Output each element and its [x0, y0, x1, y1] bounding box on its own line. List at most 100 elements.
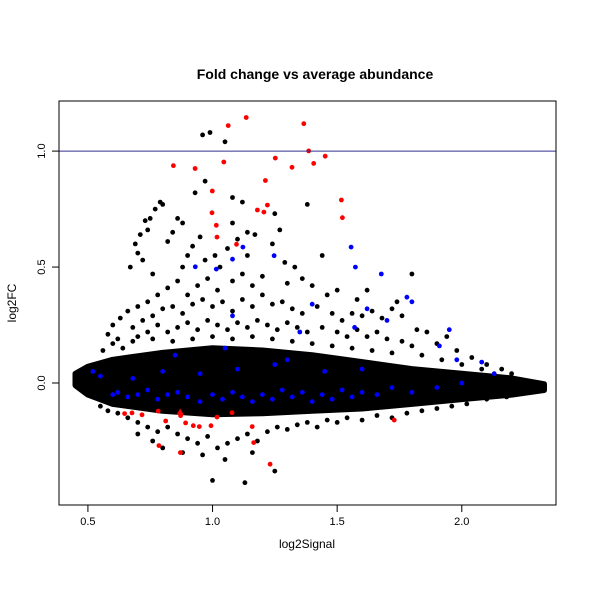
up-point	[491, 371, 497, 377]
background-point	[100, 348, 106, 353]
background-point	[459, 362, 465, 367]
up-point	[384, 318, 390, 323]
background-point	[235, 236, 240, 242]
up-point	[220, 396, 225, 402]
background-point	[434, 406, 440, 411]
background-point	[394, 299, 400, 305]
up-point	[309, 399, 315, 404]
significant-point	[183, 420, 189, 426]
background-point	[299, 311, 305, 316]
background-point	[195, 440, 201, 446]
plot-frame	[58, 100, 557, 506]
significant-point	[156, 443, 162, 448]
background-point	[304, 420, 310, 425]
background-point	[175, 431, 181, 437]
significant-point	[122, 411, 127, 416]
up-point	[230, 256, 235, 262]
significant-point	[129, 410, 135, 416]
up-point	[240, 244, 246, 250]
up-point	[155, 396, 161, 402]
background-point	[252, 232, 258, 238]
background-point	[292, 264, 298, 270]
background-point	[135, 250, 141, 256]
background-point	[130, 338, 136, 344]
background-point	[135, 304, 141, 309]
background-point	[424, 329, 430, 335]
plot-area	[72, 115, 547, 486]
background-point	[205, 318, 211, 323]
background-point	[389, 306, 395, 312]
background-point	[150, 313, 156, 319]
background-point	[324, 417, 330, 423]
background-point	[260, 273, 265, 279]
up-point	[349, 394, 355, 400]
background-point	[270, 301, 275, 307]
background-point	[165, 285, 171, 291]
background-point	[185, 292, 191, 298]
up-point	[389, 385, 395, 390]
background-point	[304, 202, 310, 207]
significant-point	[214, 234, 220, 240]
background-point	[409, 271, 415, 277]
background-point	[399, 313, 405, 319]
significant-point	[340, 215, 345, 221]
background-point	[270, 336, 275, 342]
significant-point	[190, 423, 196, 429]
significant-point	[229, 410, 235, 416]
background-point	[220, 299, 225, 305]
up-point	[309, 301, 315, 307]
x-axis-label: log2Signal	[279, 537, 335, 551]
up-point	[271, 253, 277, 259]
background-point	[409, 343, 415, 349]
significant-point	[289, 164, 295, 170]
significant-point	[243, 115, 249, 120]
background-point	[294, 422, 300, 428]
up-point	[454, 357, 460, 363]
background-point	[195, 327, 201, 333]
up-point	[459, 380, 465, 386]
background-point	[155, 292, 161, 298]
dense-point-band	[72, 345, 547, 418]
background-point	[329, 343, 335, 349]
background-point	[274, 424, 280, 430]
background-point	[235, 436, 240, 442]
up-point	[130, 376, 136, 381]
background-point	[180, 311, 186, 316]
background-point	[110, 322, 116, 328]
background-point	[185, 320, 191, 326]
background-point	[277, 227, 283, 233]
significant-point	[263, 178, 268, 183]
background-point	[205, 434, 211, 439]
background-point	[289, 338, 295, 344]
background-point	[175, 278, 181, 284]
up-point	[222, 345, 228, 351]
up-point	[434, 385, 440, 390]
background-point	[160, 306, 166, 312]
up-point	[213, 266, 219, 272]
up-point	[230, 389, 235, 395]
background-point	[524, 389, 529, 395]
background-point	[125, 415, 131, 421]
significant-point	[192, 166, 198, 171]
background-point	[132, 241, 138, 247]
background-point	[217, 264, 223, 270]
background-point	[354, 297, 360, 302]
significant-point	[249, 424, 255, 429]
background-point	[255, 318, 260, 323]
x-tick-label: 2.0	[454, 516, 469, 528]
background-point	[274, 327, 280, 333]
background-point	[120, 345, 126, 351]
background-point	[160, 202, 166, 207]
significant-point	[265, 202, 270, 208]
background-point	[374, 413, 380, 418]
significant-point	[214, 414, 220, 420]
up-point	[185, 394, 191, 400]
background-point	[180, 220, 186, 226]
background-point	[190, 336, 196, 342]
background-point	[250, 450, 255, 455]
background-point	[175, 216, 181, 221]
significant-point	[209, 210, 215, 216]
significant-point	[272, 155, 278, 161]
background-point	[170, 229, 176, 235]
background-point	[150, 336, 156, 342]
